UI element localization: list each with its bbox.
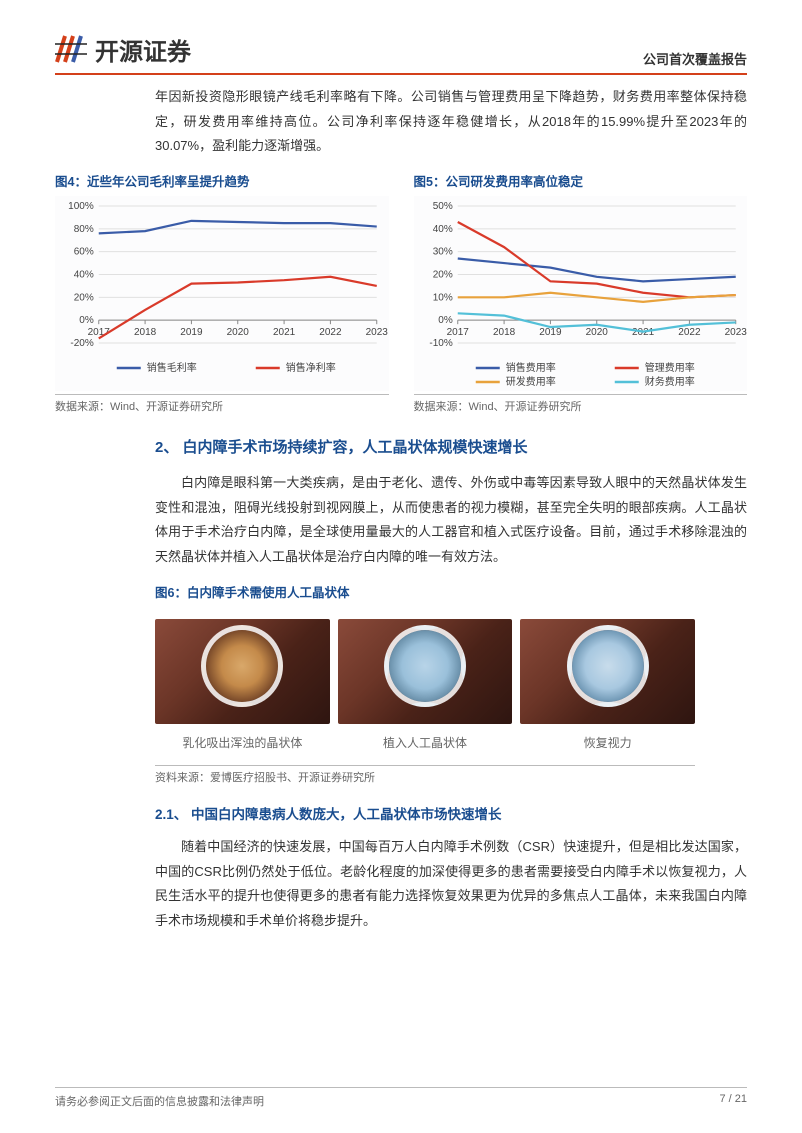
eye-image-3	[520, 619, 695, 724]
figure6-title: 图6：白内障手术需使用人工晶状体	[155, 582, 747, 601]
svg-text:2023: 2023	[724, 327, 747, 338]
svg-text:0%: 0%	[438, 315, 453, 326]
svg-text:2020: 2020	[585, 327, 608, 338]
svg-text:10%: 10%	[432, 292, 452, 303]
chart5-column: 图5：公司研发费用率高位稳定 -10% 0% 10% 20% 30% 40% 50% 2017…	[414, 171, 748, 414]
svg-text:50%: 50%	[432, 201, 452, 212]
page-header: 开源证券 公司首次覆盖报告	[55, 30, 747, 75]
svg-text:2019: 2019	[180, 327, 203, 338]
section2-1-paragraph: 随着中国经济的快速发展，中国每百万人白内障手术例数（CSR）快速提升，但是相比发…	[155, 835, 747, 934]
svg-text:2020: 2020	[227, 327, 250, 338]
report-type-label: 公司首次覆盖报告	[643, 49, 747, 68]
svg-text:2018: 2018	[492, 327, 515, 338]
chart4-source: 数据来源：Wind、开源证券研究所	[55, 394, 389, 414]
section2-heading: 2、 白内障手术市场持续扩容，人工晶状体规模快速增长	[155, 436, 747, 457]
svg-text:40%: 40%	[74, 270, 94, 281]
chart4-box: -20%0%20%40%60%80%100%201720182019202020…	[55, 196, 389, 391]
figure6-source: 资料来源：爱博医疗招股书、开源证券研究所	[155, 765, 695, 785]
svg-text:2023: 2023	[366, 327, 389, 338]
svg-text:2022: 2022	[319, 327, 342, 338]
chart5-title: 图5：公司研发费用率高位稳定	[414, 171, 748, 190]
svg-text:-10%: -10%	[429, 338, 452, 349]
svg-text:2017: 2017	[446, 327, 469, 338]
logo-area: 开源证券	[55, 30, 191, 68]
footer-disclaimer: 请务必参阅正文后面的信息披露和法律声明	[55, 1093, 264, 1109]
svg-text:2021: 2021	[631, 327, 654, 338]
svg-text:60%: 60%	[74, 247, 94, 258]
chart4-column: 图4：近些年公司毛利率呈提升趋势 -20% 0% 20% 40% 60% 80% 100% 2…	[55, 171, 389, 414]
svg-text:财务费用率: 财务费用率	[644, 375, 694, 388]
svg-text:管理费用率: 管理费用率	[644, 361, 694, 374]
svg-text:销售净利率: 销售净利率	[286, 361, 336, 374]
footer-page-number: 7 / 21	[719, 1093, 747, 1109]
svg-text:销售毛利率: 销售毛利率	[147, 361, 197, 374]
svg-text:80%: 80%	[74, 224, 94, 235]
svg-text:20%: 20%	[432, 270, 452, 281]
svg-text:-20%: -20%	[70, 338, 93, 349]
svg-text:0%: 0%	[79, 315, 94, 326]
eye-images-row: 乳化吸出浑浊的晶状体 植入人工晶状体 恢复视力	[155, 619, 695, 751]
eye-panel-3: 恢复视力	[520, 619, 695, 751]
svg-text:2019: 2019	[539, 327, 562, 338]
kaiyuan-logo-icon	[55, 30, 87, 68]
charts-row: 图4：近些年公司毛利率呈提升趋势 -20% 0% 20% 40% 60% 80% 100% 2…	[55, 171, 747, 414]
svg-text:40%: 40%	[432, 224, 452, 235]
svg-text:2018: 2018	[134, 327, 157, 338]
svg-text:2022: 2022	[678, 327, 701, 338]
svg-text:100%: 100%	[68, 201, 94, 212]
eye-label-1: 乳化吸出浑浊的晶状体	[155, 734, 330, 751]
logo-text: 开源证券	[95, 32, 191, 67]
svg-text:30%: 30%	[432, 247, 452, 258]
eye-label-2: 植入人工晶状体	[338, 734, 513, 751]
eye-panel-2: 植入人工晶状体	[338, 619, 513, 751]
chart5-source: 数据来源：Wind、开源证券研究所	[414, 394, 748, 414]
section2-paragraph: 白内障是眼科第一大类疾病，是由于老化、遗传、外伤或中毒等因素导致人眼中的天然晶状…	[155, 471, 747, 570]
eye-image-1	[155, 619, 330, 724]
intro-paragraph: 年因新投资隐形眼镜产线毛利率略有下降。公司销售与管理费用呈下降趋势，财务费用率整…	[155, 85, 747, 159]
eye-label-3: 恢复视力	[520, 734, 695, 751]
page-footer: 请务必参阅正文后面的信息披露和法律声明 7 / 21	[55, 1087, 747, 1109]
svg-text:研发费用率: 研发费用率	[505, 375, 555, 388]
chart5-box: -10% 0% 10% 20% 30% 40% 50% 2017 2018 2019 2020 202…	[414, 196, 748, 391]
svg-text:2021: 2021	[273, 327, 296, 338]
figure6-box: 乳化吸出浑浊的晶状体 植入人工晶状体 恢复视力	[155, 619, 695, 751]
eye-panel-1: 乳化吸出浑浊的晶状体	[155, 619, 330, 751]
svg-text:销售费用率: 销售费用率	[505, 361, 555, 374]
eye-image-2	[338, 619, 513, 724]
section2-1-heading: 2.1、 中国白内障患病人数庞大，人工晶状体市场快速增长	[155, 803, 747, 823]
svg-text:20%: 20%	[74, 292, 94, 303]
chart4-title: 图4：近些年公司毛利率呈提升趋势	[55, 171, 389, 190]
